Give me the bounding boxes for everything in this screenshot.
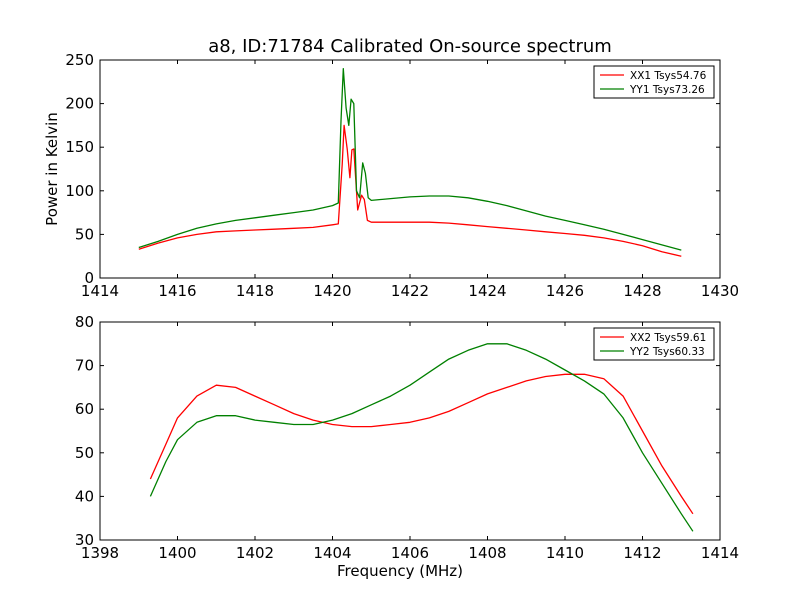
- y-axis-label: Power in Kelvin: [43, 112, 61, 226]
- x-tick-label: 1412: [623, 544, 661, 562]
- x-tick-label: 1422: [391, 282, 429, 300]
- series-line-xx1-tsys54-76: [138, 124, 682, 257]
- legend-entry: YY1 Tsys73.26: [629, 84, 705, 96]
- top-subplot: 1414 1416 1418 1420 1422 1424 1426 1428 1430 0 50 1…: [43, 51, 739, 300]
- x-tick-label: 1414: [81, 282, 119, 300]
- y-tick-label: 250: [65, 51, 94, 69]
- x-tick-label: 1400: [158, 544, 196, 562]
- y-tick-label: 30: [75, 531, 94, 549]
- series-line-xx2-tsys59-61: [149, 373, 694, 515]
- y-tick-label: 100: [65, 182, 94, 200]
- series-line-yy2-tsys60-33: [149, 343, 694, 532]
- x-tick-label: 1426: [546, 282, 584, 300]
- series-line-yy1-tsys73-26: [138, 68, 682, 251]
- x-tick-label: 1406: [391, 544, 429, 562]
- x-tick-label: 1404: [313, 544, 351, 562]
- x-tick-label: 1428: [623, 282, 661, 300]
- chart-title: a8, ID:71784 Calibrated On-source spectr…: [208, 36, 612, 57]
- x-tick-label: 1430: [701, 282, 739, 300]
- y-tick-label: 0: [84, 269, 94, 287]
- series-group: [149, 343, 694, 532]
- bottom-subplot: 1398 1400 1402 1404 1406 1408 1410 1412 1414 30 40…: [75, 313, 739, 580]
- x-tick-label: 1418: [236, 282, 274, 300]
- y-tick-label: 40: [75, 487, 94, 505]
- x-tick-label: 1410: [546, 544, 584, 562]
- legend: XX2 Tsys59.61 YY2 Tsys60.33: [593, 327, 715, 361]
- y-tick-label: 150: [65, 138, 94, 156]
- legend-box: [593, 327, 715, 361]
- x-axis-label: Frequency (MHz): [337, 562, 463, 580]
- x-tick-label: 1414: [701, 544, 739, 562]
- legend-entry: XX2 Tsys59.61: [630, 332, 706, 344]
- legend: XX1 Tsys54.76 YY1 Tsys73.26: [593, 65, 715, 99]
- x-tick-label: 1402: [236, 544, 274, 562]
- legend-box: [593, 65, 715, 99]
- x-tick-label: 1424: [468, 282, 506, 300]
- y-tick-label: 80: [75, 313, 94, 331]
- series-group: [138, 68, 682, 257]
- x-tick-label: 1416: [158, 282, 196, 300]
- x-tick-label: 1408: [468, 544, 506, 562]
- y-tick-label: 50: [75, 225, 94, 243]
- legend-entry: XX1 Tsys54.76: [630, 70, 707, 82]
- x-tick-label: 1420: [313, 282, 351, 300]
- y-tick-label: 50: [75, 444, 94, 462]
- y-tick-label: 200: [65, 95, 94, 113]
- legend-entry: YY2 Tsys60.33: [629, 346, 705, 358]
- x-tick-label: 1398: [81, 544, 119, 562]
- y-tick-label: 70: [75, 357, 94, 375]
- y-tick-label: 60: [75, 400, 94, 418]
